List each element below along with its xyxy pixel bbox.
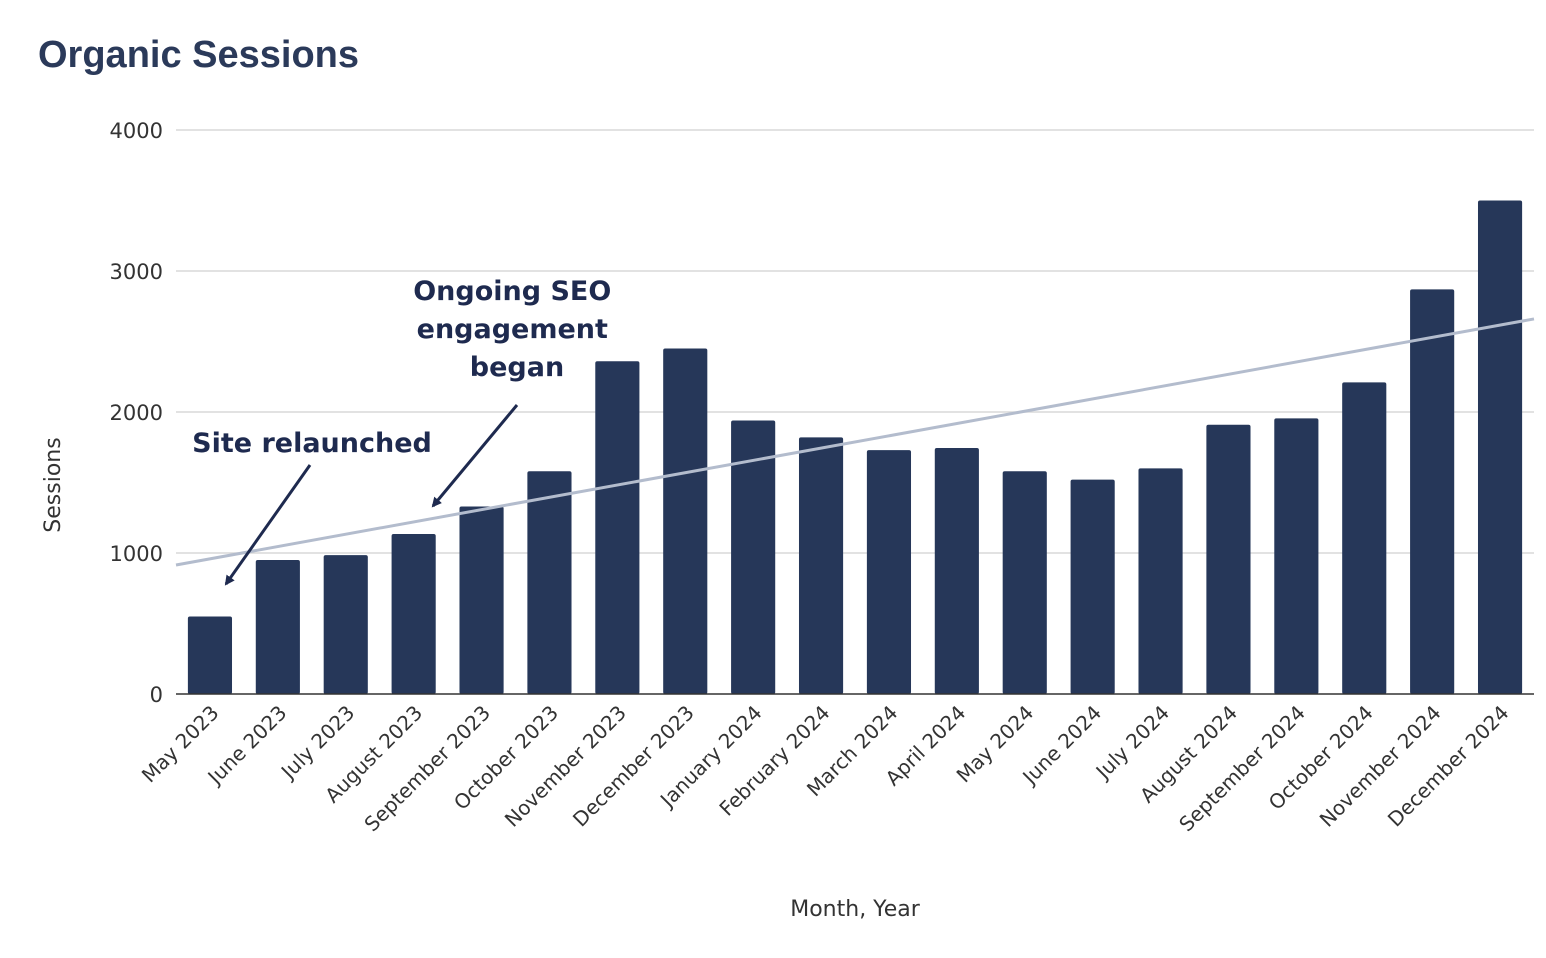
- bar: [595, 361, 640, 694]
- y-tick-label: 4000: [110, 119, 163, 143]
- y-axis-title: Sessions: [41, 437, 66, 532]
- bar: [323, 555, 368, 694]
- bar: [527, 471, 572, 694]
- annotation-line: began: [470, 352, 564, 383]
- x-tick-label: September 2024: [1174, 701, 1310, 837]
- bar: [1274, 418, 1319, 694]
- x-axis-title: Month, Year: [790, 897, 920, 922]
- annotation-line: Ongoing SEO: [413, 276, 611, 307]
- x-tick-label: December 2023: [568, 701, 699, 832]
- bar: [1138, 468, 1183, 694]
- trendline: [175, 317, 1535, 567]
- annotation-arrow: [224, 464, 312, 586]
- y-axis-ticks: 0 1000 2000 3000 4000: [110, 119, 163, 707]
- bar: [731, 420, 776, 694]
- bar: [1342, 382, 1387, 694]
- x-tick-label: November 2024: [1315, 701, 1446, 832]
- bar: [255, 560, 300, 694]
- bar: [1206, 424, 1251, 694]
- bar: [934, 447, 979, 694]
- bar: [187, 616, 233, 694]
- bar: [866, 450, 912, 694]
- bar: [391, 533, 436, 694]
- annotation-site-relaunched: Site relaunched: [192, 428, 432, 586]
- x-tick-label: December 2024: [1383, 701, 1514, 832]
- bar: [1002, 471, 1047, 694]
- bar-series: [187, 200, 1523, 694]
- y-tick-label: 2000: [110, 401, 163, 425]
- annotation-seo-engagement: Ongoing SEO engagement began: [413, 276, 621, 508]
- gridlines: [176, 129, 1534, 554]
- annotation-line: engagement: [417, 314, 608, 345]
- svg-text:Ongoing SEO engagement: Ongoing SEO engagement began: [413, 276, 621, 383]
- y-tick-label: 0: [150, 683, 163, 707]
- y-tick-label: 3000: [110, 260, 163, 284]
- bar: [1070, 479, 1115, 694]
- y-tick-label: 1000: [110, 542, 163, 566]
- annotation-line: Site relaunched: [192, 428, 432, 459]
- bar: [1477, 200, 1523, 694]
- svg-text:Site relaunched: Site relaunched: [192, 428, 432, 459]
- x-tick-label: November 2023: [500, 701, 631, 832]
- bar: [798, 437, 844, 694]
- x-tick-label: September 2023: [359, 701, 495, 837]
- annotation-arrow: [431, 404, 519, 508]
- bar: [663, 348, 708, 694]
- chart-title: Organic Sessions: [38, 34, 360, 76]
- bar: [1410, 289, 1455, 694]
- bar: [459, 506, 504, 694]
